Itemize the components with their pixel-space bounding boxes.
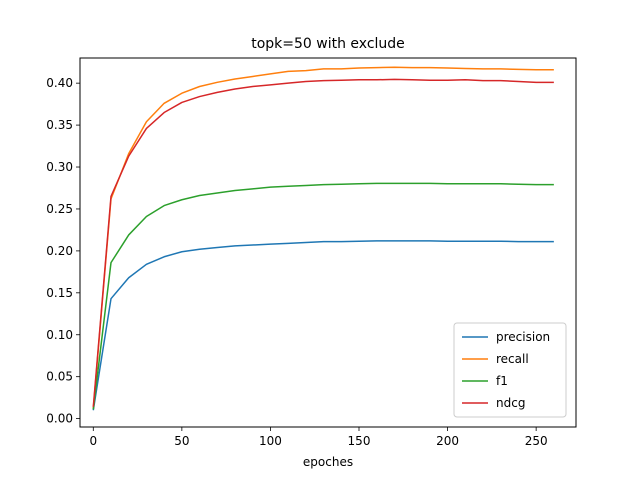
y-tick-label: 0.00 (46, 412, 73, 426)
x-tick-label: 200 (436, 434, 459, 448)
x-tick-label: 150 (348, 434, 371, 448)
x-tick-label: 100 (259, 434, 282, 448)
legend-label-recall: recall (496, 352, 529, 366)
series-line-ndcg (92, 78, 554, 407)
y-tick-label: 0.35 (46, 118, 73, 132)
legend-box (453, 322, 567, 418)
x-tick-label: 50 (174, 434, 189, 448)
legend-label-precision: precision (496, 330, 550, 344)
series-line-precision (92, 240, 554, 411)
y-tick-label: 0.20 (46, 244, 73, 258)
y-tick-label: 0.10 (46, 328, 73, 342)
y-tick-label: 0.30 (46, 160, 73, 174)
legend-label-ndcg: ndcg (496, 396, 525, 410)
y-tick-label: 0.40 (46, 76, 73, 90)
x-axis: 0 50 100 150 200 250 (89, 427, 548, 448)
plot-lines (92, 66, 554, 411)
x-tick-label: 250 (525, 434, 548, 448)
y-tick-label: 0.15 (46, 286, 73, 300)
y-tick-label: 0.25 (46, 202, 73, 216)
y-axis: 0.00 0.05 0.10 0.15 0.20 0.25 0.30 0.35 0.40 (46, 76, 80, 426)
plot-frame (79, 57, 577, 428)
legend-label-f1: f1 (496, 374, 508, 388)
x-axis-label: epoches (303, 455, 353, 469)
legend: precision recall f1 ndcg (453, 322, 567, 418)
series-line-recall (92, 66, 554, 409)
y-tick-label: 0.05 (46, 370, 73, 384)
series-line-f1 (92, 182, 554, 410)
chart-title: topk=50 with exclude (251, 36, 405, 52)
x-tick-label: 0 (89, 434, 97, 448)
